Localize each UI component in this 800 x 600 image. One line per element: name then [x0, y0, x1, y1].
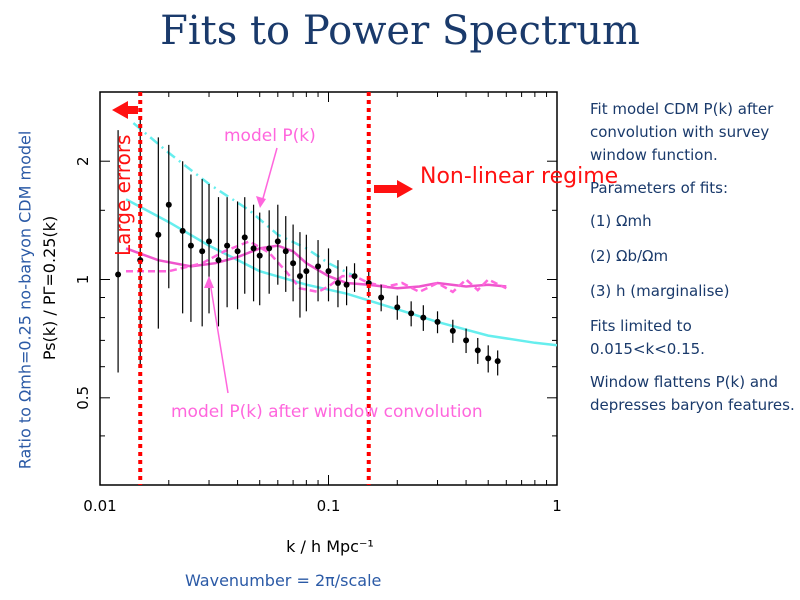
- data-point: [449, 327, 456, 334]
- series-model-pk: [126, 240, 507, 294]
- note-param-2: (2) Ωb/Ωm: [590, 247, 669, 265]
- data-point: [325, 268, 332, 275]
- data-point: [315, 263, 322, 270]
- x-tick-label: 0.01: [83, 497, 116, 515]
- right-arrow-icon: [374, 180, 413, 198]
- model-pk-pointer-head: [256, 196, 266, 208]
- data-point: [485, 355, 492, 362]
- note-param-1: (1) Ωmh: [590, 212, 652, 230]
- data-point: [206, 238, 213, 245]
- model-conv-label: model P(k) after window convolution: [171, 402, 483, 422]
- x-axis-label: k / h Mpc⁻¹: [286, 537, 374, 556]
- non-linear-label: Non-linear regime: [420, 164, 618, 189]
- x-tick-label: 0.1: [317, 497, 341, 515]
- model-pk-label: model P(k): [224, 126, 316, 146]
- data-point: [303, 268, 310, 275]
- data-point: [274, 238, 281, 245]
- model-conv-pointer-head: [204, 276, 214, 288]
- slide-title: Fits to Power Spectrum: [160, 8, 640, 54]
- y-tick-label: 0.5: [74, 386, 92, 410]
- data-point: [256, 252, 263, 259]
- data-point: [215, 257, 222, 264]
- data-point: [224, 242, 231, 249]
- data-point: [434, 318, 441, 325]
- data-point: [250, 245, 257, 252]
- left-arrow-icon: [112, 101, 138, 119]
- model-conv-pointer: [209, 281, 229, 394]
- data-point: [378, 294, 385, 301]
- data-point: [334, 279, 341, 286]
- y-tick-label: 2: [74, 156, 92, 166]
- data-point: [155, 231, 162, 238]
- note-fit-model: Fit model CDM P(k) after convolution wit…: [590, 100, 774, 164]
- data-point: [351, 273, 358, 280]
- data-point: [179, 227, 186, 234]
- data-point: [420, 314, 427, 321]
- y-tick-label: 1: [74, 275, 92, 285]
- note-fit-limits: Fits limited to 0.015<k<0.15.: [590, 317, 705, 358]
- note-params-heading: Parameters of fits:: [590, 179, 729, 197]
- data-point: [165, 201, 172, 208]
- data-point: [463, 337, 470, 344]
- model-pk-pointer: [261, 147, 278, 203]
- data-point: [343, 281, 350, 288]
- data-point: [290, 260, 297, 267]
- data-point: [241, 234, 248, 241]
- data-point: [408, 310, 415, 317]
- note-window: Window flattens P(k) and depresses baryo…: [590, 373, 795, 414]
- data-point: [394, 304, 401, 311]
- data-point: [474, 347, 481, 354]
- data-point: [187, 242, 194, 249]
- note-param-3: (3) h (marginalise): [590, 282, 730, 300]
- data-point: [494, 358, 501, 365]
- data-point: [266, 245, 273, 252]
- data-point: [296, 273, 303, 280]
- data-point: [282, 248, 289, 255]
- large-errors-label: Large errors: [111, 135, 135, 256]
- x-tick-label: 1: [552, 497, 562, 515]
- data-point: [199, 248, 206, 255]
- y-axis-label: Ps(k) / PΓ=0.25(k): [40, 216, 59, 360]
- series-cyan-dashdot: [132, 122, 356, 278]
- wavenumber-caption: Wavenumber = 2π/scale: [185, 571, 382, 590]
- side-notes: Fit model CDM P(k) after convolution wit…: [590, 98, 795, 427]
- data-point: [234, 248, 241, 255]
- data-point: [115, 271, 122, 278]
